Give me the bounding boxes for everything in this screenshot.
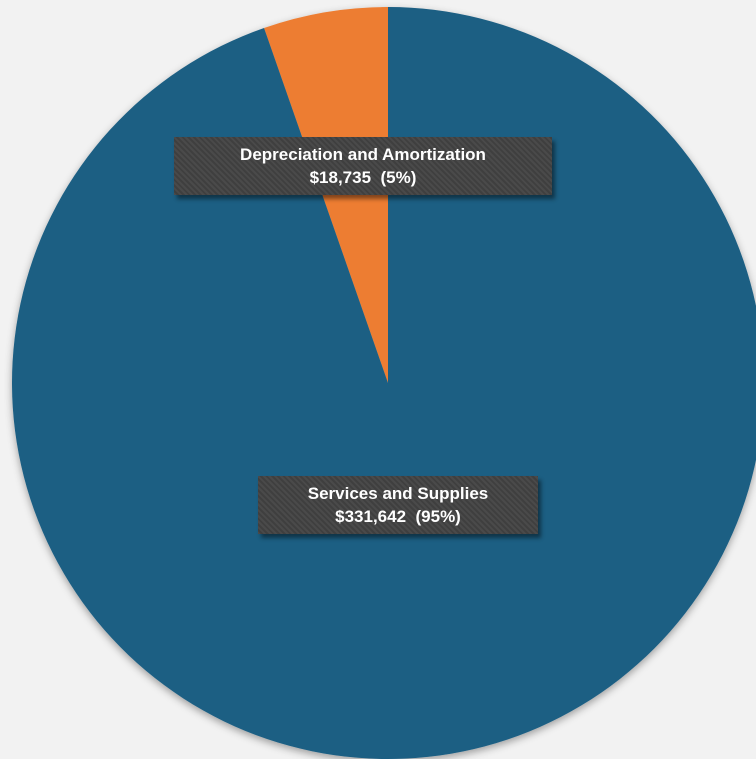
- data-label-percent: (95%): [415, 507, 461, 526]
- data-label-value: $331,642: [335, 507, 407, 526]
- data-label-name: Services and Supplies: [307, 484, 489, 503]
- data-label-name: Depreciation and Amortization: [240, 145, 486, 164]
- data-label-value: $18,735: [309, 168, 372, 187]
- data-label-percent: (5%): [380, 168, 417, 187]
- pie-slice-depreciation-amortization: [264, 6, 388, 383]
- data-label-value-line: $18,735 (5%): [184, 166, 542, 189]
- data-label-depreciation-amortization: Depreciation and Amortization $18,735 (5…: [174, 137, 552, 195]
- data-label-services-supplies: Services and Supplies $331,642 (95%): [258, 476, 538, 534]
- data-label-value-line: $331,642 (95%): [268, 505, 528, 528]
